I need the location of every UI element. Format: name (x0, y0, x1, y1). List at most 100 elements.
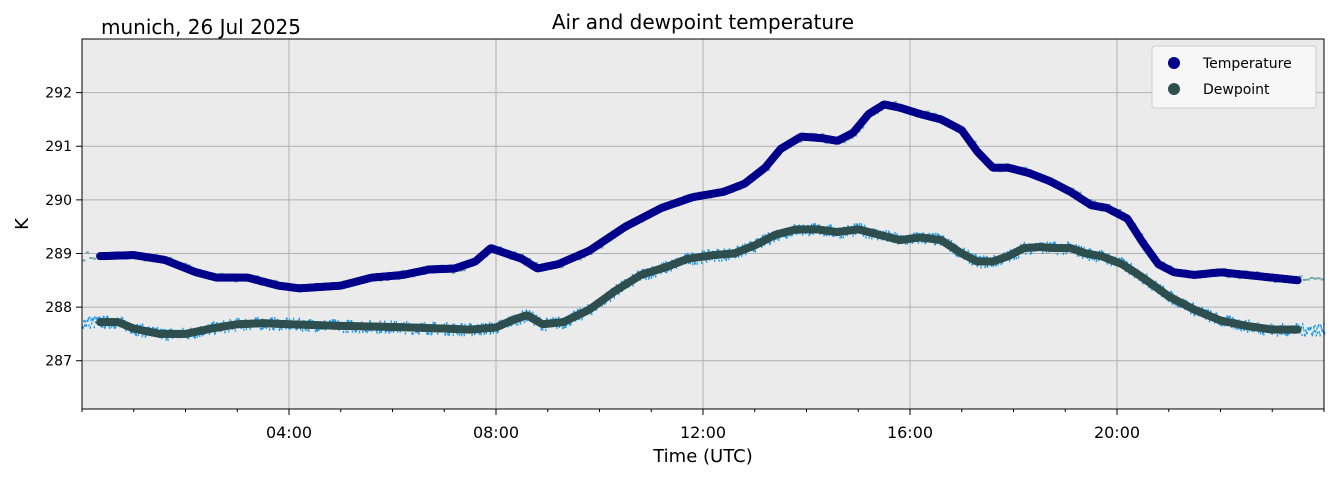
raw-dewpoint-point (1313, 329, 1315, 333)
raw-dewpoint-point (885, 229, 887, 233)
raw-dewpoint-point (391, 330, 393, 333)
raw-dewpoint-point (952, 251, 954, 255)
raw-temperature-point (860, 126, 865, 129)
raw-dewpoint-point (273, 328, 275, 331)
raw-temperature-point (1023, 166, 1028, 169)
raw-dewpoint-point (424, 322, 426, 325)
raw-dewpoint-point (102, 325, 104, 328)
raw-dewpoint-point (480, 333, 482, 336)
raw-dewpoint-point (1322, 330, 1325, 333)
raw-dewpoint-point (194, 336, 196, 339)
raw-dewpoint-point (1162, 285, 1164, 288)
raw-dewpoint-point (1025, 252, 1027, 255)
raw-dewpoint-point (388, 331, 390, 334)
raw-dewpoint-point (257, 316, 259, 320)
raw-dewpoint-point (470, 324, 473, 327)
raw-dewpoint-point (1098, 250, 1101, 253)
raw-dewpoint-point (1049, 241, 1052, 245)
raw-dewpoint-point (570, 322, 572, 326)
dewpoint-point (1293, 325, 1302, 334)
raw-dewpoint-point (212, 321, 214, 325)
raw-dewpoint-point (1302, 326, 1304, 329)
raw-dewpoint-point (581, 317, 583, 321)
y-tick-label: 287 (45, 354, 72, 370)
raw-dewpoint-point (840, 235, 843, 239)
raw-dewpoint-point (865, 236, 867, 239)
raw-dewpoint-point (1019, 243, 1022, 247)
raw-dewpoint-point (525, 309, 528, 312)
raw-dewpoint-point (492, 331, 495, 334)
raw-dewpoint-point (471, 333, 473, 337)
raw-dewpoint-point (270, 317, 272, 321)
raw-dewpoint-point (755, 238, 757, 241)
raw-dewpoint-point (576, 308, 579, 312)
raw-dewpoint-point (446, 321, 448, 325)
raw-dewpoint-point (579, 307, 581, 311)
raw-dewpoint-point (190, 327, 192, 330)
raw-temperature-point (1092, 200, 1097, 203)
raw-dewpoint-point (1107, 261, 1109, 265)
raw-dewpoint-point (261, 327, 263, 331)
raw-temperature-point (560, 266, 564, 269)
raw-dewpoint-point (485, 331, 487, 335)
raw-dewpoint-point (1310, 326, 1312, 330)
raw-dewpoint-point (1023, 241, 1026, 245)
legend-box (1151, 45, 1317, 109)
raw-temperature-point (168, 256, 173, 259)
raw-dewpoint-point (648, 275, 650, 279)
raw-dewpoint-point (485, 322, 487, 326)
raw-dewpoint-point (399, 330, 401, 333)
raw-dewpoint-point (825, 233, 828, 237)
raw-dewpoint-point (532, 311, 534, 314)
raw-dewpoint-point (718, 259, 720, 262)
raw-dewpoint-point (92, 317, 95, 320)
raw-dewpoint-point (1018, 256, 1020, 259)
raw-dewpoint-point (406, 320, 408, 324)
raw-dewpoint-point (993, 254, 995, 258)
raw-temperature-point (820, 133, 825, 136)
raw-dewpoint-point (858, 222, 861, 226)
raw-dewpoint-point (386, 329, 388, 333)
x-axis-label: Time (UTC) (652, 446, 753, 467)
raw-temperature-point (926, 110, 930, 113)
raw-dewpoint-point (552, 317, 554, 320)
raw-dewpoint-point (1281, 332, 1283, 335)
raw-dewpoint-point (664, 270, 667, 274)
raw-dewpoint-point (620, 280, 623, 284)
raw-dewpoint-point (1270, 323, 1272, 326)
raw-dewpoint-point (723, 248, 725, 251)
raw-dewpoint-point (1314, 324, 1316, 328)
raw-dewpoint-point (111, 325, 113, 328)
legend-marker-temperature (1168, 57, 1180, 69)
raw-dewpoint-point (896, 233, 898, 236)
raw-dewpoint-point (517, 323, 519, 326)
raw-dewpoint-point (1311, 333, 1314, 337)
raw-dewpoint-point (694, 262, 696, 265)
raw-dewpoint-point (1296, 323, 1298, 326)
raw-dewpoint-point (651, 275, 653, 278)
raw-dewpoint-point (827, 225, 829, 228)
raw-dewpoint-point (1008, 259, 1011, 262)
raw-dewpoint-point (369, 320, 372, 324)
raw-dewpoint-point (1088, 258, 1090, 261)
raw-dewpoint-point (1170, 290, 1172, 294)
raw-dewpoint-point (316, 329, 319, 332)
raw-dewpoint-point (691, 252, 693, 255)
raw-dewpoint-point (393, 321, 396, 324)
raw-temperature-point (1313, 277, 1318, 280)
raw-dewpoint-point (461, 323, 464, 326)
raw-dewpoint-point (541, 328, 544, 331)
raw-dewpoint-point (1142, 281, 1144, 285)
raw-dewpoint-point (271, 317, 273, 320)
raw-temperature-point (534, 261, 539, 264)
raw-dewpoint-point (289, 327, 291, 330)
raw-dewpoint-point (89, 316, 91, 319)
raw-dewpoint-point (510, 324, 513, 327)
raw-dewpoint-point (1232, 326, 1235, 329)
raw-dewpoint-point (1056, 252, 1059, 256)
raw-dewpoint-point (238, 318, 240, 321)
raw-dewpoint-point (1151, 288, 1153, 291)
raw-dewpoint-point (196, 335, 198, 338)
raw-dewpoint-point (216, 322, 218, 325)
raw-dewpoint-point (1247, 330, 1249, 334)
